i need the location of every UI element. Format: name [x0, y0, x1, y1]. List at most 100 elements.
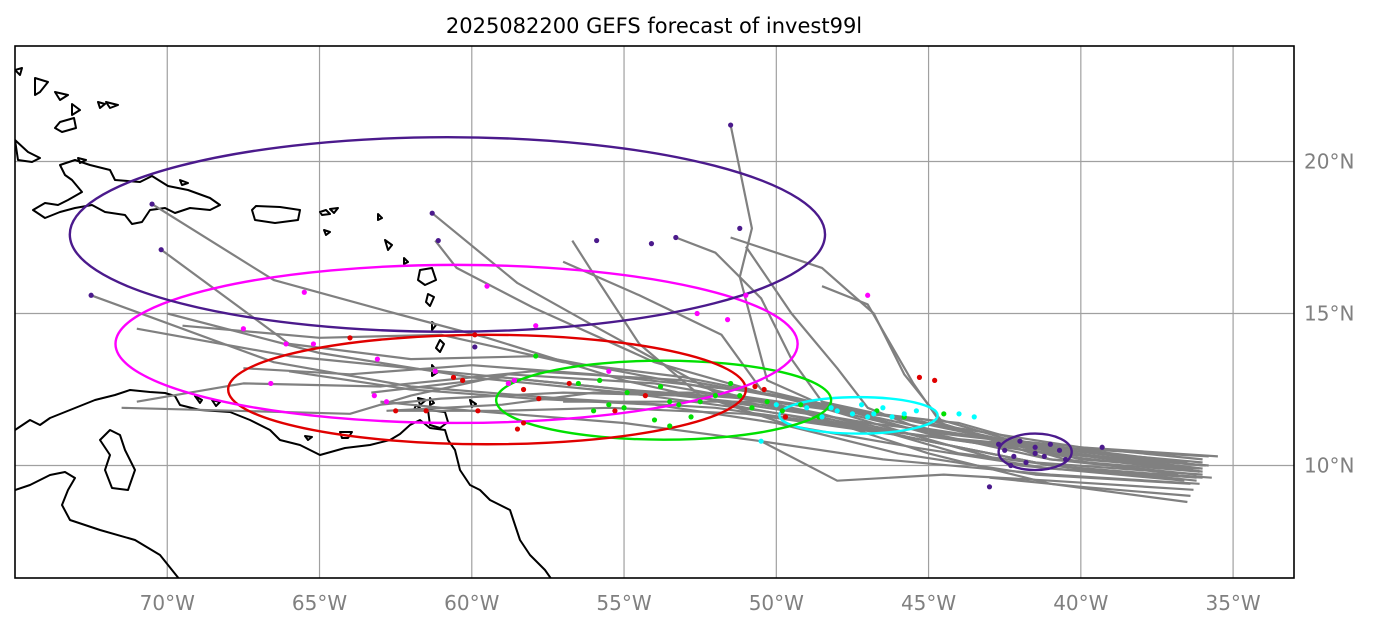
- coastline-abc-islands: [194, 395, 353, 441]
- lon-tick-label: 45°W: [901, 591, 956, 615]
- position-marker-cyan: [865, 414, 871, 420]
- position-marker-red: [450, 374, 457, 380]
- position-marker-cyan: [858, 402, 865, 408]
- position-marker-purple: [149, 201, 155, 207]
- position-marker-green: [798, 402, 804, 408]
- position-marker-red: [472, 332, 478, 338]
- position-marker-green: [697, 399, 703, 405]
- position-marker-red: [612, 408, 618, 414]
- position-marker-purple: [429, 210, 435, 216]
- position-marker-red: [520, 420, 527, 426]
- lon-tick-label: 55°W: [596, 591, 651, 615]
- position-marker-red: [514, 426, 521, 432]
- position-marker-red: [536, 396, 542, 402]
- position-marker-red: [347, 335, 353, 341]
- position-marker-purple: [158, 247, 164, 253]
- spread-ellipse-magenta: [114, 263, 799, 425]
- position-marker-purple: [1011, 453, 1017, 459]
- position-marker-cyan: [819, 414, 825, 420]
- gridlines: [15, 46, 1294, 578]
- position-marker-purple: [1008, 462, 1014, 469]
- position-marker-purple: [594, 237, 600, 244]
- position-marker-green: [657, 383, 664, 390]
- position-marker-magenta: [283, 341, 289, 347]
- position-marker-green: [941, 411, 947, 417]
- ensemble-track: [571, 240, 1203, 479]
- position-marker-cyan: [804, 405, 810, 411]
- position-marker-green: [749, 405, 755, 411]
- position-marker-purple: [1032, 450, 1038, 456]
- ensemble-track: [760, 440, 1194, 491]
- ensemble-positions: [88, 122, 1105, 490]
- position-marker-red: [460, 377, 466, 383]
- position-marker-red: [761, 386, 767, 393]
- position-marker-green: [606, 402, 612, 408]
- spread-ellipse-green: [494, 359, 833, 441]
- position-marker-purple: [996, 441, 1002, 447]
- coastline-south-america: [15, 389, 552, 578]
- lon-tick-label: 35°W: [1205, 591, 1260, 615]
- spread-ellipses: [68, 135, 1073, 472]
- position-marker-cyan: [834, 408, 840, 414]
- position-marker-green: [676, 402, 682, 408]
- position-marker-green: [779, 408, 786, 414]
- position-marker-red: [393, 408, 399, 414]
- coastlines: [15, 67, 552, 578]
- position-marker-purple: [1099, 444, 1105, 450]
- position-marker-magenta: [432, 368, 438, 374]
- position-marker-red: [475, 408, 481, 414]
- position-marker-purple: [648, 241, 655, 247]
- spread-ellipse-cyan: [778, 395, 939, 435]
- spread-ellipse-purple: [997, 432, 1073, 472]
- position-marker-red: [782, 414, 789, 420]
- coastline-islands-nw: [15, 67, 189, 186]
- ensemble-track: [121, 373, 1209, 458]
- position-marker-purple: [1063, 456, 1069, 463]
- position-marker-cyan: [773, 402, 779, 408]
- position-marker-magenta: [268, 380, 274, 387]
- position-marker-purple: [737, 225, 743, 231]
- position-marker-green: [688, 414, 694, 420]
- position-marker-green: [667, 399, 673, 405]
- ensemble-track: [821, 285, 1197, 476]
- position-marker-green: [667, 423, 673, 429]
- position-marker-red: [916, 374, 923, 380]
- ensemble-track: [243, 364, 1200, 470]
- ensemble-track: [434, 239, 1200, 473]
- position-marker-purple: [673, 234, 679, 241]
- position-marker-green: [597, 377, 603, 383]
- position-marker-purple: [1041, 453, 1047, 459]
- position-marker-magenta: [383, 399, 390, 405]
- position-marker-magenta: [484, 283, 490, 289]
- position-marker-magenta: [533, 323, 539, 329]
- map-title: 2025082200 GEFS forecast of invest99l: [446, 14, 862, 38]
- position-marker-cyan: [971, 414, 977, 420]
- position-marker-cyan: [956, 411, 962, 417]
- position-marker-purple: [1023, 459, 1029, 466]
- position-marker-cyan: [889, 414, 895, 420]
- position-marker-magenta: [606, 368, 612, 374]
- position-marker-cyan: [758, 438, 764, 444]
- position-marker-purple: [986, 484, 993, 490]
- position-marker-purple: [1056, 447, 1063, 453]
- position-marker-cyan: [913, 408, 919, 414]
- position-marker-purple: [435, 237, 441, 244]
- spread-ellipse-purple: [68, 135, 827, 333]
- coastline-puerto-rico: [251, 205, 301, 224]
- position-marker-purple: [472, 344, 478, 350]
- position-marker-magenta: [374, 356, 380, 362]
- position-marker-magenta: [371, 393, 377, 399]
- position-marker-green: [737, 393, 743, 399]
- position-marker-red: [423, 408, 429, 414]
- position-marker-magenta: [694, 310, 700, 317]
- position-marker-cyan: [849, 411, 856, 417]
- position-marker-magenta: [865, 292, 871, 298]
- ensemble-track: [136, 370, 1218, 458]
- position-marker-red: [752, 383, 758, 390]
- position-marker-green: [728, 380, 734, 387]
- position-marker-green: [624, 389, 630, 396]
- position-marker-green: [764, 399, 770, 405]
- position-marker-purple: [1017, 438, 1023, 444]
- spread-ellipse-red: [226, 333, 748, 446]
